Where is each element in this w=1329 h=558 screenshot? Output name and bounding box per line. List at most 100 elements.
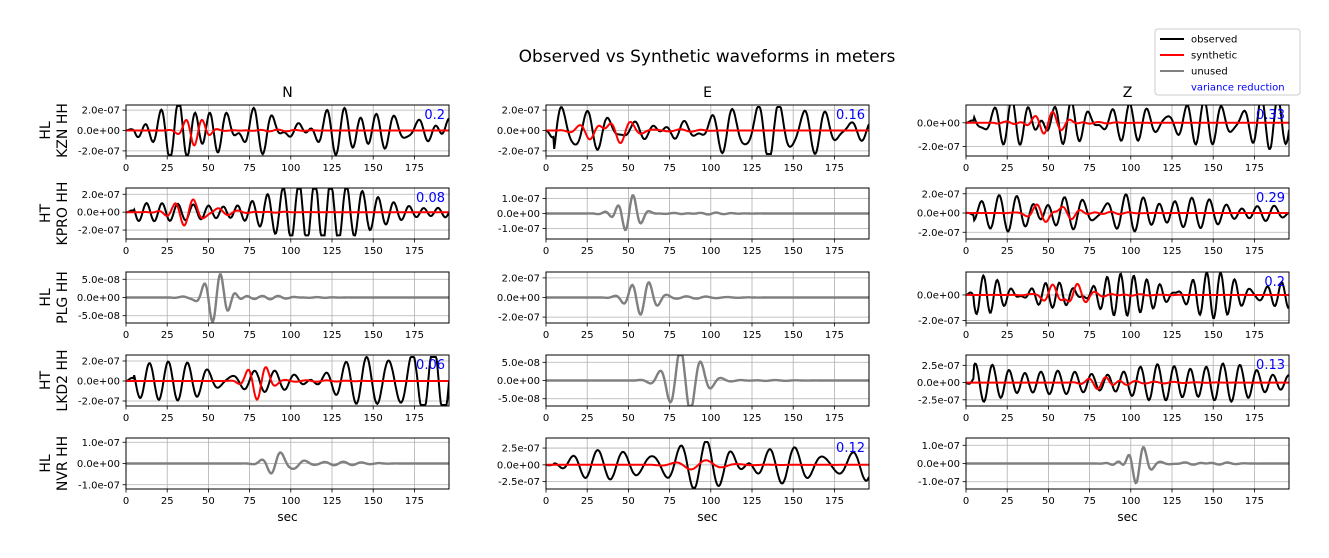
panel-plg-hh-z: 0.0e+00 -2.0e-070 25 50 75 100 125 150 175 0.2 [917,271,1290,341]
y-tick-label: 0.0e+00 [917,209,960,220]
x-tick-label: 25 [161,246,174,257]
x-tick-label: 175 [1245,246,1264,257]
variance-reduction-label: 0.08 [416,191,445,206]
x-tick-label: 75 [663,496,676,507]
unused-trace [966,445,1289,485]
x-tick-label: 25 [161,330,174,341]
panel-nvr-hh-e: 2.5e-07 0.0e+00 -2.5e-070 25 50 75 100 125 150 17… [497,437,870,524]
x-tick-label: 75 [1083,496,1096,507]
y-tick-label: -2.0e-07 [78,397,120,408]
x-axis-label: sec [1117,510,1137,524]
x-tick-label: 175 [825,246,844,257]
synthetic-trace [966,110,1289,135]
x-tick-label: 0 [543,246,549,257]
y-tick-label: 0.0e+00 [77,459,120,470]
x-tick-label: 175 [405,163,424,174]
x-tick-label: 50 [622,163,635,174]
x-tick-label: 175 [825,163,844,174]
plot-frame [125,187,450,240]
x-tick-label: 25 [161,413,174,424]
legend-label-observed: observed [1191,35,1237,46]
y-tick-label: -2.5e-07 [918,395,960,406]
variance-reduction-label: 0.12 [836,441,865,456]
x-tick-label: 75 [1083,330,1096,341]
observed-trace [966,362,1289,404]
panel-kpro-hh-z: 2.0e-07 0.0e+00 -2.0e-070 25 50 75 100 125 150 17… [917,187,1290,257]
x-tick-label: 25 [161,496,174,507]
station-label: HL NVR HH [38,436,71,491]
y-tick-label: -2.0e-07 [918,316,960,327]
x-tick-label: 150 [364,330,383,341]
x-tick-label: 50 [1042,496,1055,507]
x-tick-label: 175 [1245,163,1264,174]
observed-trace [546,106,869,155]
x-tick-label: 0 [123,246,129,257]
x-tick-label: 50 [202,163,215,174]
panel-plg-hh-n: 5.0e-08 0.0e+00 -5.0e-080 25 50 75 100 125 150 17… [77,271,450,341]
x-tick-label: 0 [543,496,549,507]
synthetic-trace [966,376,1289,391]
x-tick-label: 150 [364,246,383,257]
panel-kzn-hh-n: 2.0e-07 0.0e+00 -2.0e-070 25 50 75 100 125 150 17… [77,104,450,174]
panel-nvr-hh-n: 1.0e-07 0.0e+00 -1.0e-070 25 50 75 100 125 150 17… [77,437,450,524]
station-label: HT KPRO HH [38,182,71,246]
panel-lkd2-hh-e: 5.0e-08 0.0e+00 -5.0e-080 25 50 75 100 125 150 17… [497,354,870,424]
unused-trace [126,273,449,323]
column-header-N: N [282,85,292,101]
figure-title: Observed vs Synthetic waveforms in meter… [519,47,896,67]
station-code: LKD2 HH [55,349,71,411]
y-tick-label: -2.0e-07 [78,226,120,237]
x-tick-label: 50 [202,496,215,507]
x-tick-label: 25 [1001,496,1014,507]
panel-kpro-hh-e: 1.0e-07 0.0e+00 -1.0e-070 25 50 75 100 125 150 17… [497,187,870,257]
x-tick-label: 25 [581,496,594,507]
x-tick-label: 100 [281,413,300,424]
y-tick-label: -2.0e-07 [918,228,960,239]
y-tick-label: -1.0e-07 [78,480,120,491]
panel-plg-hh-e: 2.0e-07 0.0e+00 -2.0e-070 25 50 75 100 125 150 17… [497,271,870,341]
x-tick-label: 125 [742,163,761,174]
y-tick-label: -1.0e-07 [498,224,540,235]
x-tick-label: 150 [784,163,803,174]
x-tick-label: 150 [364,496,383,507]
x-tick-label: 100 [1121,163,1140,174]
x-tick-label: 75 [1083,246,1096,257]
synthetic-trace [546,121,869,145]
observed-trace [966,272,1289,320]
x-tick-label: 25 [581,163,594,174]
station-network: HL [38,288,54,307]
x-tick-label: 125 [742,413,761,424]
observed-trace [126,105,449,156]
x-tick-label: 50 [622,246,635,257]
x-tick-label: 175 [1245,496,1264,507]
variance-reduction-label: 0.06 [416,358,445,373]
observed-trace [966,105,1289,150]
legend: observed synthetic unused variance reductio… [1154,28,1301,96]
x-tick-label: 25 [581,413,594,424]
y-tick-label: 0.0e+00 [917,118,960,129]
plot-frame [125,354,450,407]
y-tick-label: 0.0e+00 [917,290,960,301]
y-tick-label: -5.0e-08 [498,394,540,405]
x-tick-label: 0 [963,413,969,424]
x-tick-label: 50 [202,413,215,424]
y-tick-label: 0.0e+00 [497,126,540,137]
x-tick-label: 75 [663,163,676,174]
x-tick-label: 100 [701,246,720,257]
x-tick-label: 0 [963,246,969,257]
y-tick-label: 0.0e+00 [917,459,960,470]
x-tick-label: 75 [663,413,676,424]
y-tick-label: 5.0e-08 [82,275,120,286]
x-tick-label: 125 [1162,413,1181,424]
y-tick-label: 2.5e-07 [922,361,960,372]
observed-trace [126,355,449,406]
station-network: HT [38,204,54,224]
y-tick-label: 0.0e+00 [77,208,120,219]
y-tick-label: -2.0e-07 [78,146,120,157]
plot-frame [965,354,1290,407]
x-tick-label: 0 [543,330,549,341]
x-tick-label: 150 [784,496,803,507]
x-tick-label: 50 [1042,246,1055,257]
variance-reduction-label: 0.33 [1256,108,1285,123]
